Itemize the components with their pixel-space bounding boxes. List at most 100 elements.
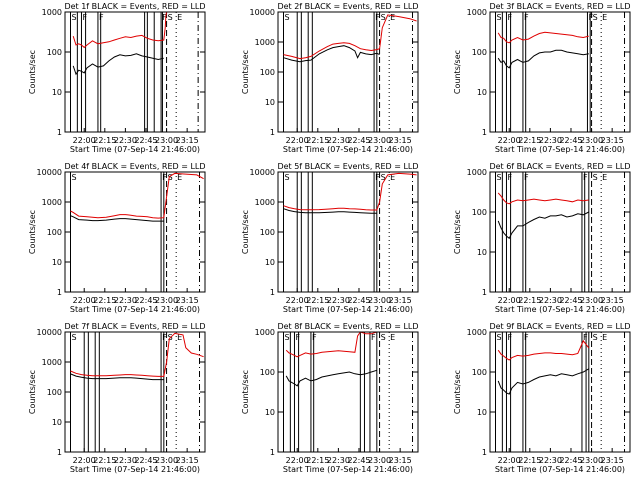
y-tick-label: 1 [482,288,487,297]
event-marker-label: E [390,173,395,182]
x-tick-label: 23:15 [601,296,624,305]
x-tick-label: 22:00 [286,296,309,305]
x-tick-label: 23:00 [155,456,178,465]
x-tick-label: 22:15 [93,456,116,465]
event-marker-label: S [381,333,386,342]
event-marker-label: F [507,333,512,342]
lld-series-line [285,332,380,358]
panel-title: Det 4f BLACK = Events, RED = LLD [64,162,205,171]
x-tick-label: 23:00 [368,296,391,305]
lld-series-line [497,192,589,205]
y-axis-label: Counts/sec [453,50,462,94]
plot-frame [489,171,631,293]
x-tick-label: 23:15 [389,136,412,145]
x-tick-label: 22:45 [559,456,582,465]
x-tick-label: 22:15 [306,456,329,465]
y-tick-label: 1000 [255,38,275,47]
event-marker-label: F [162,173,167,182]
y-tick-label: 1000 [467,328,487,337]
lld-series-line [283,172,417,211]
y-tick-label: 1 [270,448,275,457]
event-marker-label: F [375,13,380,22]
event-marker-label: E [390,13,395,22]
y-axis-label: Counts/sec [453,370,462,414]
x-tick-label: 22:45 [134,456,157,465]
y-tick-label: 100 [472,208,487,217]
x-axis-label: Start Time (07-Sep-14 21:46:00) [70,145,200,154]
x-tick-label: 23:00 [580,296,603,305]
event-marker-label: S [284,333,289,342]
panel-title: Det 8f BLACK = Events, RED = LLD [277,322,418,331]
y-tick-label: 100 [47,48,62,57]
y-axis-label: Counts/sec [241,50,250,94]
x-tick-label: 22:15 [306,296,329,305]
y-tick-label: 1000 [467,168,487,177]
lld-series-line [283,14,417,60]
y-tick-label: 100 [260,228,275,237]
y-tick-label: 1 [57,448,62,457]
plot-frame [489,11,631,133]
panel-title: Det 5f BLACK = Events, RED = LLD [277,162,418,171]
x-axis-label: Start Time (07-Sep-14 21:46:00) [495,305,625,314]
event-marker-label: F [507,173,512,182]
x-tick-label: 22:45 [347,296,370,305]
x-tick-label: 22:00 [73,296,96,305]
detector-panel-9: S F F F S E110100100022:0022:1522:3022:4523:0… [453,322,631,474]
x-tick-label: 23:15 [176,136,199,145]
x-tick-label: 23:15 [601,136,624,145]
x-axis-label: Start Time (07-Sep-14 21:46:00) [283,465,413,474]
y-tick-label: 1 [270,128,275,137]
x-axis-label: Start Time (07-Sep-14 21:46:00) [283,305,413,314]
x-axis-label: Start Time (07-Sep-14 21:46:00) [495,465,625,474]
x-tick-label: 22:45 [559,136,582,145]
y-tick-label: 1 [57,128,62,137]
detector-panel-7: S F S E11010010001000022:0022:1522:3022:452… [28,322,206,474]
y-tick-label: 100 [260,68,275,77]
events-series-line [497,368,590,395]
y-tick-label: 10000 [250,8,275,17]
x-tick-label: 22:45 [347,456,370,465]
x-tick-label: 22:00 [286,456,309,465]
x-tick-label: 22:00 [498,136,521,145]
event-marker-label: F [82,13,87,22]
y-tick-label: 10000 [37,168,62,177]
event-marker-label: F [507,13,512,22]
event-marker-label: S [381,13,386,22]
event-marker-label: E [177,173,182,182]
panel-title: Det 3f BLACK = Events, RED = LLD [489,2,630,11]
event-marker-label: S [496,333,501,342]
detector-panel-8: S F F F S E110100100022:0022:1522:3022:4523:0… [241,322,419,474]
x-tick-label: 23:15 [389,296,412,305]
y-tick-label: 100 [472,48,487,57]
lld-series-line [72,12,168,49]
y-axis-label: Counts/sec [28,210,37,254]
detector-panel-5: S F S E11010010001000022:0022:1522:3022:452… [241,162,419,314]
x-tick-label: 22:45 [559,296,582,305]
event-marker-label: S [168,13,173,22]
x-tick-label: 23:15 [601,456,624,465]
x-tick-label: 22:00 [73,136,96,145]
events-series-line [497,49,589,69]
x-tick-label: 22:30 [539,456,562,465]
events-series-line [283,208,377,214]
lld-series-line [497,339,590,361]
x-tick-label: 22:00 [498,296,521,305]
event-marker-label: F [583,173,588,182]
x-tick-label: 22:30 [327,136,350,145]
x-axis-label: Start Time (07-Sep-14 21:46:00) [70,465,200,474]
x-tick-label: 23:15 [389,456,412,465]
y-tick-label: 1 [482,448,487,457]
event-marker-label: F [524,173,529,182]
x-tick-label: 22:45 [134,136,157,145]
events-series-line [70,373,164,381]
y-tick-label: 1000 [255,328,275,337]
event-marker-label: S [593,333,598,342]
detector-panel-4: S F S E11010010001000022:0022:1522:3022:452… [28,162,206,314]
panel-title: Det 9f BLACK = Events, RED = LLD [489,322,630,331]
x-tick-label: 23:00 [155,296,178,305]
detector-panel-2: S F S E11010010001000022:0022:1522:3022:452… [241,2,419,154]
event-marker-label: F [99,13,104,22]
x-tick-label: 23:00 [155,136,178,145]
detector-panel-1: S F F F S E110100100022:0022:1522:3022:4523:0… [28,2,206,154]
